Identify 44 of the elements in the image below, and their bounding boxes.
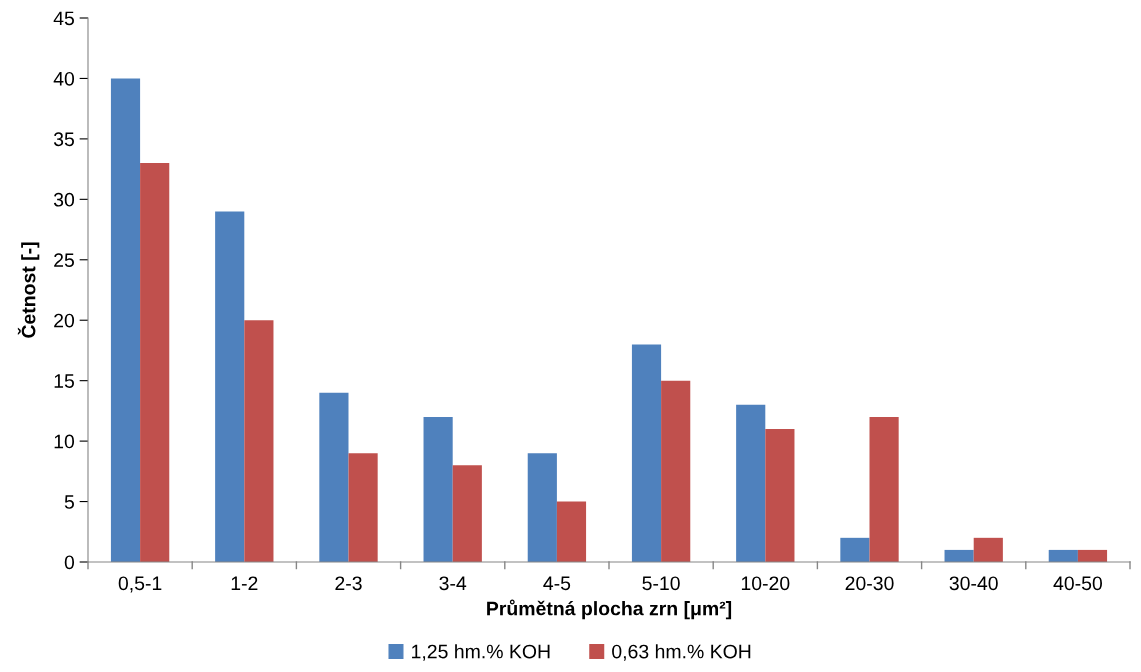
y-tick-label: 5 (64, 495, 74, 509)
x-tick-label: 4-5 (543, 576, 571, 591)
x-tick-label: 10-20 (741, 576, 790, 591)
y-tick-label: 30 (53, 192, 75, 207)
bar (765, 429, 795, 562)
bar (140, 163, 170, 562)
bar (869, 416, 899, 562)
y-axis-title: Četnost [-] (17, 242, 40, 338)
bar (1048, 549, 1078, 562)
bar (244, 320, 274, 562)
bar (661, 380, 691, 562)
bar (840, 537, 870, 562)
bar (736, 404, 766, 562)
x-tick-label: 30-40 (949, 576, 998, 591)
y-tick-label: 15 (54, 374, 74, 388)
y-tick-label: 40 (53, 71, 75, 86)
x-tick-label: 3-4 (439, 576, 467, 591)
legend-label: 0,63 hm.% KOH (612, 644, 751, 661)
y-tick-label: 45 (53, 11, 74, 26)
bar (527, 453, 557, 562)
x-axis-title: Průmětná plocha zrn [μm²] (487, 599, 732, 620)
bar (110, 78, 141, 562)
bar (452, 465, 482, 562)
bar (631, 344, 662, 562)
bar (556, 501, 587, 562)
y-tick-label: 20 (54, 313, 75, 328)
bar (319, 392, 349, 562)
x-tick-label: 2-3 (335, 576, 362, 591)
x-tick-label: 5-10 (642, 576, 680, 591)
x-tick-label: 40-50 (1053, 576, 1103, 591)
bar (423, 416, 453, 562)
legend-label: 1,25 hm.% KOH (412, 644, 550, 661)
bar (1077, 549, 1108, 562)
bar (348, 453, 378, 562)
bar (973, 537, 1003, 562)
x-tick-label: 0,5-1 (118, 576, 162, 593)
bar (215, 211, 245, 562)
x-tick-label: 1-2 (231, 576, 258, 590)
y-tick-label: 25 (54, 253, 74, 268)
y-tick-label: 0 (64, 555, 75, 570)
y-tick-label: 35 (53, 132, 74, 147)
bar (944, 549, 974, 562)
y-tick-label: 10 (54, 434, 75, 449)
x-tick-label: 20-30 (845, 576, 894, 591)
